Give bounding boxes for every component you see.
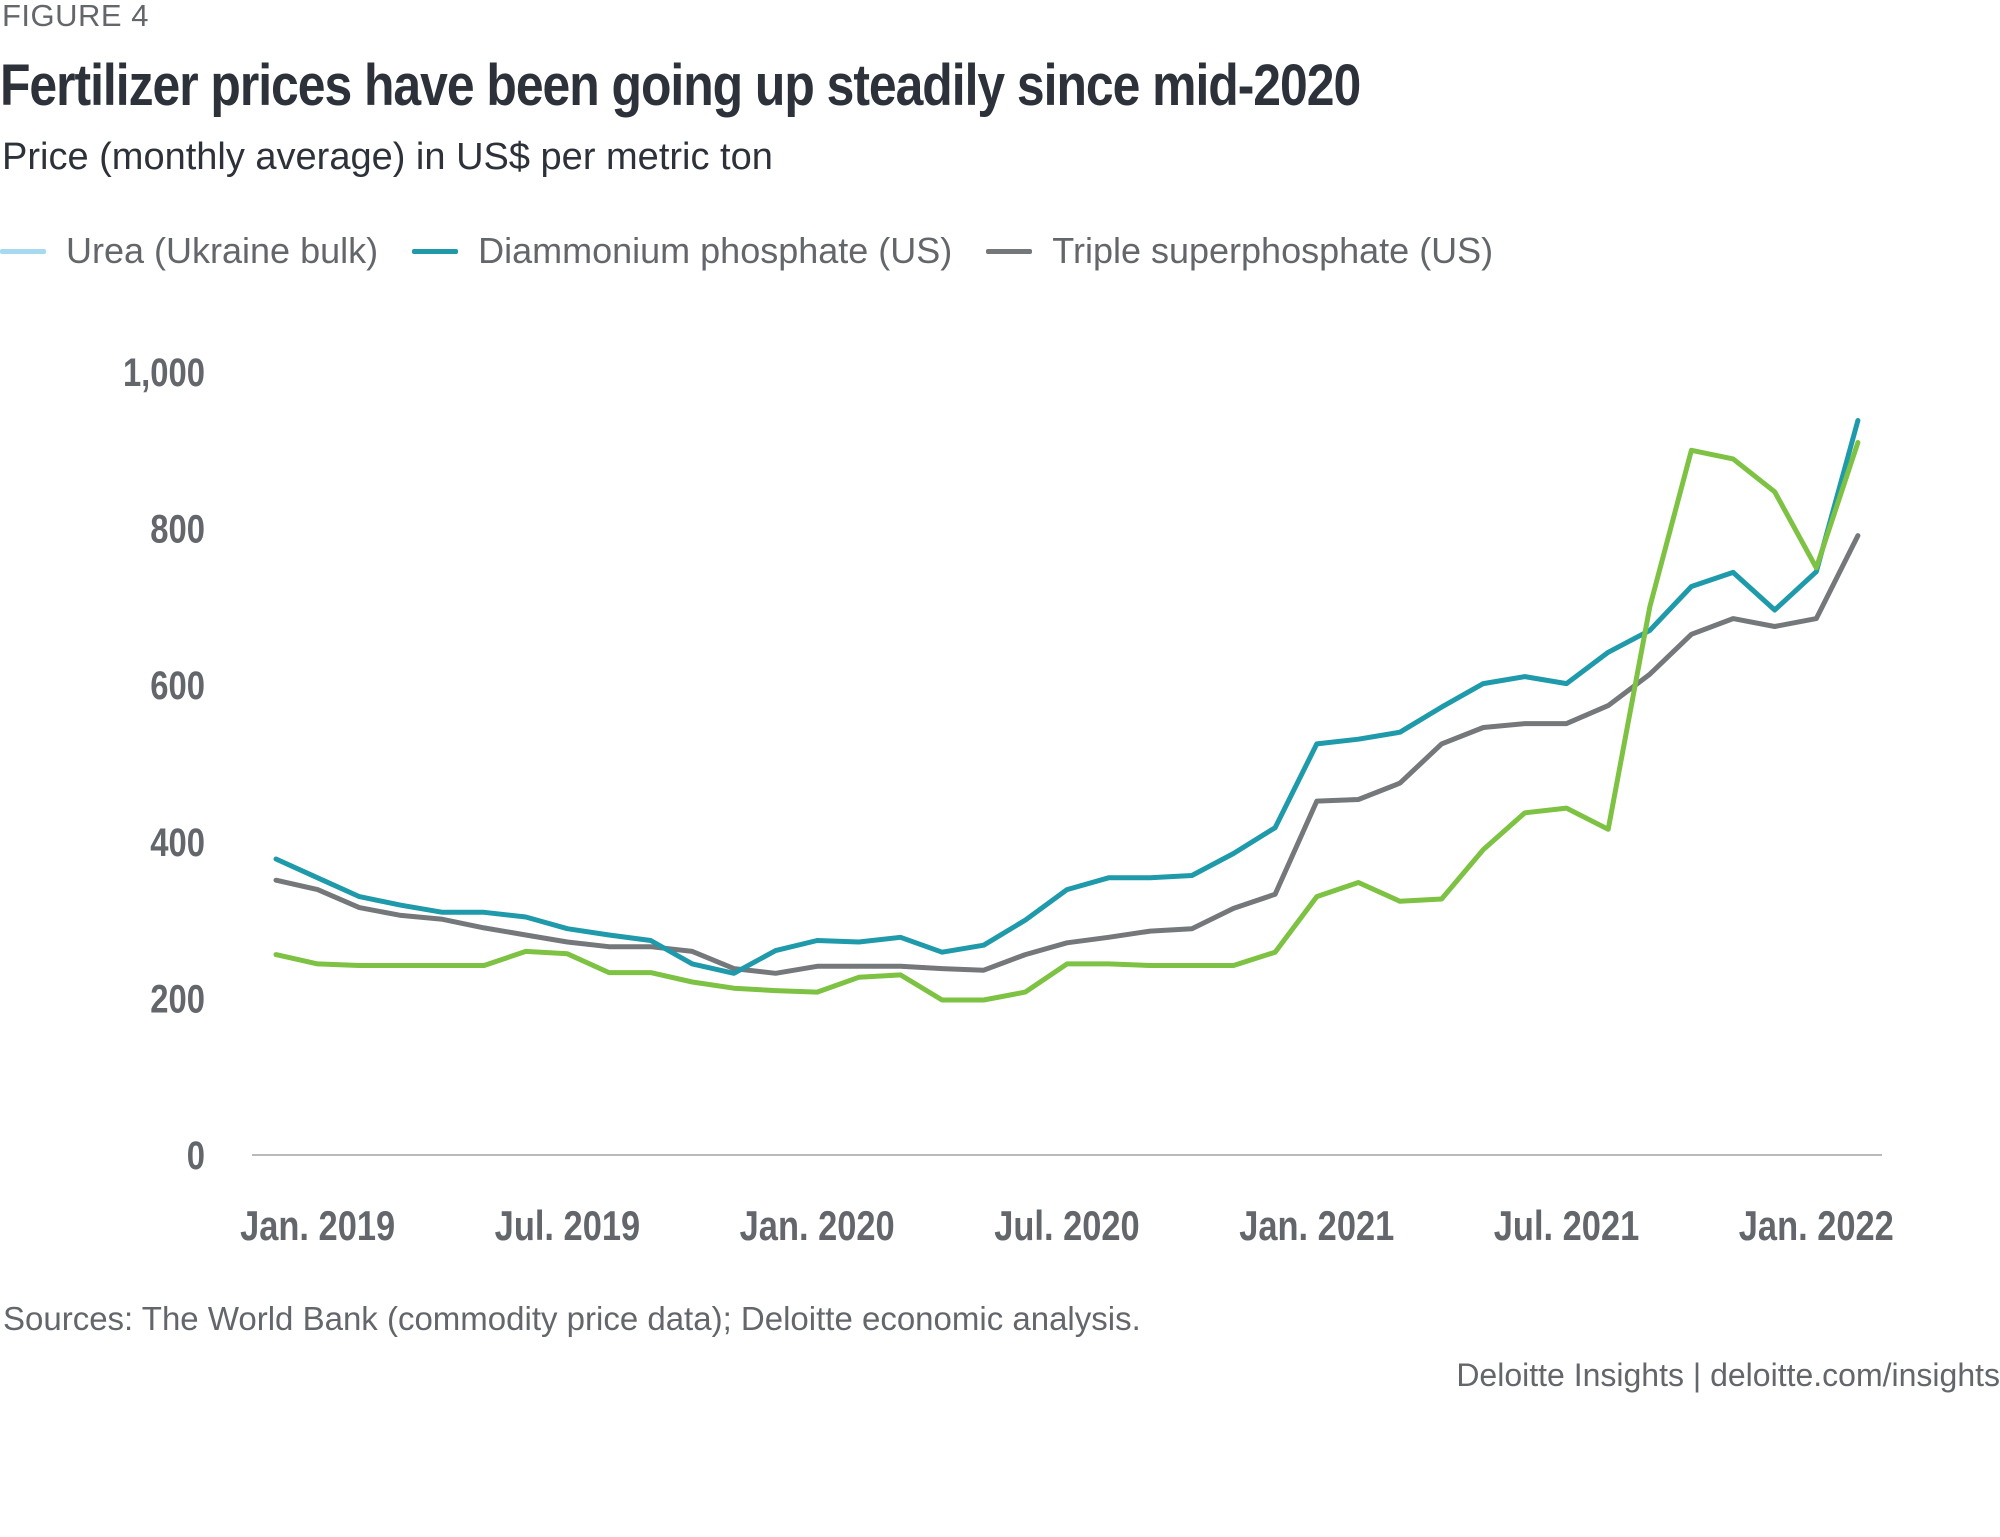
credit-line: Deloitte Insights | deloitte.com/insight… (1456, 1357, 2000, 1393)
y-tick-label: 600 (150, 663, 205, 708)
legend-swatch-tsp (986, 248, 1033, 254)
legend-label-tsp: Triple superphosphate (US) (1052, 230, 1494, 271)
x-tick-label: Jan. 2020 (740, 1203, 895, 1250)
x-tick-label: Jan. 2021 (1239, 1203, 1394, 1250)
y-tick-label: 800 (150, 507, 205, 552)
series-line-urea (273, 440, 1861, 1003)
source-note: Sources: The World Bank (commodity price… (3, 1300, 1141, 1337)
legend-label-urea: Urea (Ukraine bulk) (66, 230, 379, 271)
legend-item-tsp: Triple superphosphate (US) (986, 230, 1493, 272)
x-tick-label: Jul. 2021 (1494, 1203, 1639, 1250)
legend-label-dap: Diammonium phosphate (US) (478, 230, 953, 271)
y-axis-ticks: 0 200 400 600 800 1,000 (123, 350, 205, 1178)
series-line-tsp (273, 533, 1861, 976)
chart-title: Fertilizer prices have been going up ste… (0, 53, 1361, 118)
series-lines (273, 418, 1861, 1003)
y-tick-label: 0 (187, 1133, 205, 1178)
legend-item-urea: Urea (Ukraine bulk) (0, 230, 378, 272)
x-tick-label: Jul. 2019 (495, 1203, 640, 1250)
series-line-dap (273, 418, 1861, 976)
x-tick-label: Jan. 2022 (1739, 1203, 1894, 1250)
legend-swatch-dap (412, 248, 459, 254)
y-tick-label: 200 (150, 976, 205, 1021)
legend-swatch-urea (0, 248, 46, 254)
x-tick-label: Jan. 2019 (240, 1203, 395, 1250)
legend-item-dap: Diammonium phosphate (US) (412, 230, 952, 272)
legend: Urea (Ukraine bulk) Diammonium phosphate… (0, 230, 1527, 272)
x-axis-ticks: Jan. 2019 Jul. 2019 Jan. 2020 Jul. 2020 Jan.… (240, 1203, 1894, 1250)
y-tick-label: 1,000 (123, 350, 205, 395)
figure-label: FIGURE 4 (2, 0, 149, 33)
y-tick-label: 400 (150, 820, 205, 865)
chart-subtitle: Price (monthly average) in US$ per metri… (2, 136, 773, 178)
x-tick-label: Jul. 2020 (994, 1203, 1139, 1250)
